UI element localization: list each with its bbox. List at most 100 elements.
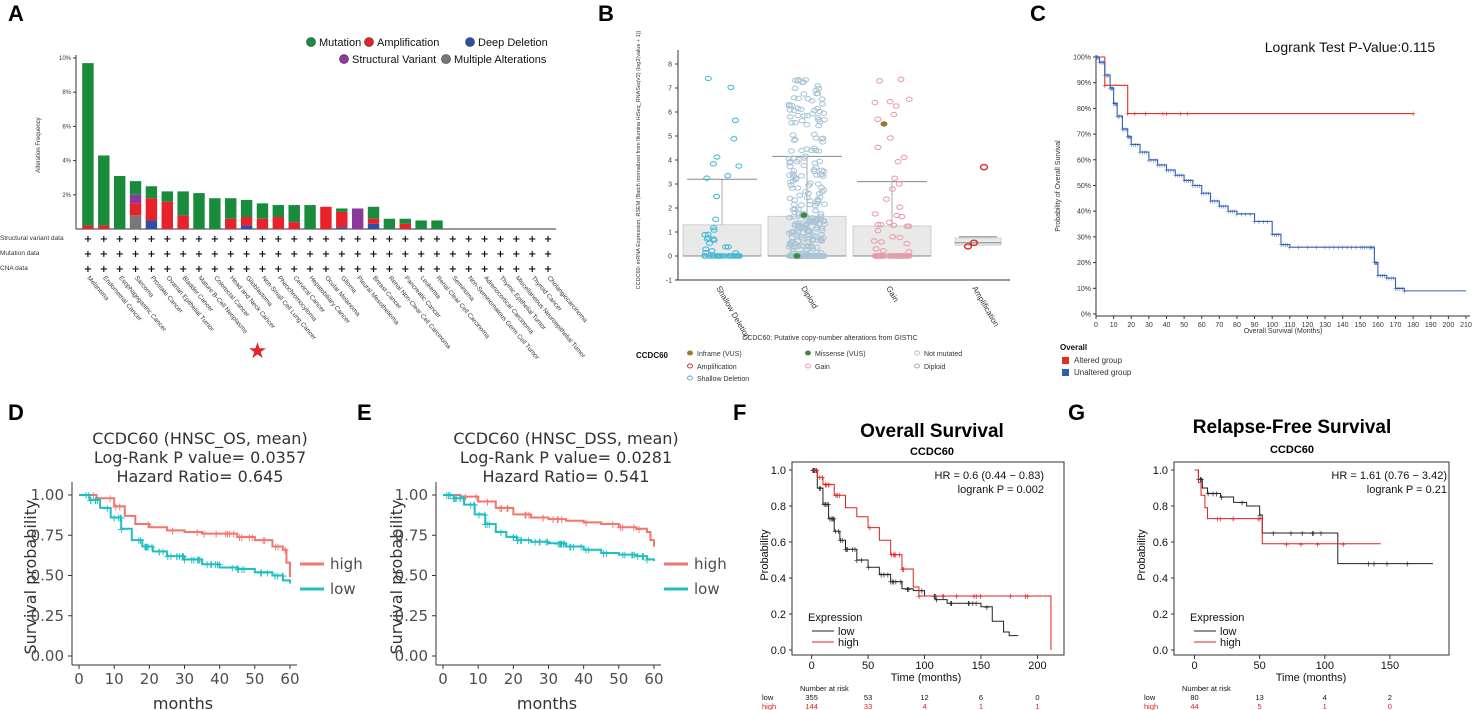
a-bar-mutation: [240, 199, 253, 218]
b-point: [905, 96, 913, 102]
d-censor-low: +: [215, 558, 224, 571]
a-row-plus: +: [480, 249, 488, 260]
g-risk-value: 1: [1323, 702, 1327, 710]
b-point: [900, 154, 908, 161]
c-ylabel: Probability of Overall Survival: [1055, 140, 1062, 232]
c-ytick-label: 60%: [1077, 157, 1091, 164]
e-censor-low: +: [557, 537, 566, 550]
d-censor-low: +: [91, 494, 100, 507]
d-censor-low: +: [234, 563, 243, 576]
f-censor-low: +: [844, 545, 851, 554]
c-censor-unaltered: +: [1116, 114, 1121, 121]
d-censor-high: +: [245, 531, 254, 544]
c-censor-altered: +: [1102, 82, 1108, 90]
d-censor-low: +: [116, 512, 125, 525]
c-censor-altered: +: [1164, 110, 1170, 118]
a-row-plus: +: [544, 249, 552, 260]
a-row-plus: +: [417, 234, 425, 245]
b-point: [891, 253, 899, 259]
c-ytick-label: 40%: [1077, 209, 1091, 216]
a-bar-deep-deletion: [145, 220, 158, 229]
e-censor-low: +: [554, 537, 563, 550]
d-censor-low: +: [84, 489, 93, 502]
a-row-label: Structural variant data: [0, 235, 64, 242]
b-point: [718, 253, 726, 259]
b-point: [810, 107, 818, 114]
c-censor-unaltered: +: [1117, 114, 1122, 121]
b-point: [898, 253, 906, 259]
f-censor-low: +: [839, 536, 846, 545]
a-bar-structural-variant: [129, 194, 142, 204]
c-censor-unaltered: +: [1101, 60, 1106, 67]
c-ytick-label: 20%: [1077, 260, 1091, 267]
a-row-plus: +: [449, 234, 457, 245]
a-row-plus: +: [163, 249, 171, 260]
f-subtitle: CCDC60: [910, 446, 954, 458]
c-censor-altered: +: [1125, 110, 1131, 118]
d-ytick-label: 0.75: [31, 526, 64, 544]
b-point: [706, 253, 714, 259]
d-censor-low: +: [155, 545, 164, 558]
d-censor-low: +: [178, 550, 187, 563]
f-censor-low: +: [906, 585, 913, 594]
c-censor-unaltered: +: [1188, 178, 1193, 185]
b-legend-swatch: [687, 350, 693, 356]
b-legend-label: Shallow Deletion: [697, 376, 749, 383]
b-point: [818, 96, 826, 102]
a-row-plus: +: [258, 264, 266, 275]
c-censor-unaltered: +: [1173, 173, 1178, 180]
c-xtick-label: 100: [1266, 322, 1278, 329]
f-censor-low: +: [865, 563, 872, 572]
a-row-plus: +: [512, 264, 520, 275]
d-censor-low: +: [237, 563, 246, 576]
b-ytick-label: 4: [668, 158, 672, 165]
c-censor-unaltered: +: [1331, 245, 1336, 252]
d-censor-low: +: [116, 512, 125, 525]
b-point: [886, 135, 894, 141]
g-risk-value: 5: [1258, 702, 1262, 710]
e-censor-high: +: [616, 521, 625, 534]
c-xlabel: Overall Survival (Months): [1244, 328, 1323, 335]
e-censor-low: +: [543, 536, 552, 549]
d-censor-high: +: [105, 492, 114, 505]
a-legend-swatch: [465, 37, 475, 47]
f-censor-low: +: [837, 536, 844, 545]
e-censor-low: +: [618, 549, 627, 562]
a-row-plus: +: [100, 264, 108, 275]
e-censor-low: +: [639, 550, 648, 563]
g-censor-high: +: [1214, 515, 1221, 524]
a-bar-amplification: [82, 225, 94, 229]
a-row-plus: +: [100, 234, 108, 245]
b-point: [790, 137, 798, 144]
b-point: [815, 117, 823, 123]
e-censor-low: +: [559, 537, 568, 550]
e-censor-low: +: [556, 537, 565, 550]
a-row-plus: +: [290, 249, 298, 260]
panel-c-km-cbioportal: Logrank Test P-Value:0.115 Probability o…: [1055, 39, 1472, 377]
g-ylabel: Probability: [1136, 529, 1148, 581]
c-censor-unaltered: +: [1190, 183, 1195, 190]
f-plot-frame: [791, 461, 1065, 656]
f-censor-low: +: [826, 515, 833, 524]
f-censor-low: +: [973, 599, 980, 608]
g-risk-group: low: [1144, 693, 1156, 702]
f-censor-low: +: [828, 515, 835, 524]
g-censor-low: +: [1404, 560, 1411, 569]
f-risk-value: 4: [922, 702, 926, 710]
b-point: [903, 241, 911, 247]
e-censor-low: +: [450, 492, 459, 505]
a-bar-mutation: [288, 205, 300, 223]
b-point: [897, 76, 905, 83]
c-ytick-label: 90%: [1077, 80, 1091, 87]
b-point: [790, 168, 798, 174]
d-censor-low: +: [193, 553, 202, 566]
a-ytick-label: 10%: [59, 56, 72, 62]
b-point: [876, 78, 884, 84]
c-censor-unaltered: +: [1110, 85, 1115, 92]
b-point: [888, 253, 896, 259]
e-censor-low: +: [442, 489, 451, 502]
c-censor-unaltered: +: [1219, 204, 1224, 211]
c-censor-unaltered: +: [1113, 101, 1118, 108]
f-censor-high: +: [1022, 592, 1029, 601]
a-row-plus: +: [465, 234, 473, 245]
